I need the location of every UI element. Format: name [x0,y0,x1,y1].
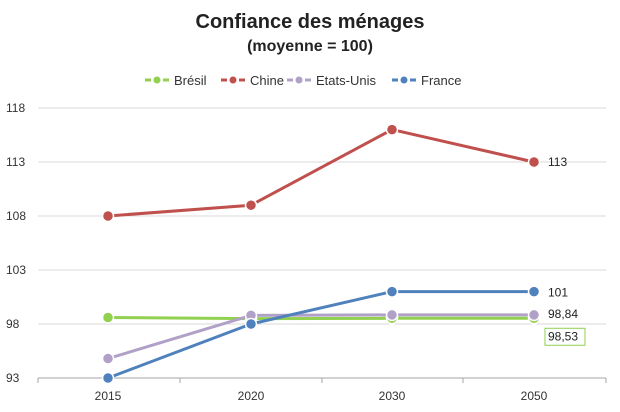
legend-marker-chine [229,76,237,84]
y-tick-label-103: 103 [6,263,26,277]
legend-marker-bresil [153,76,161,84]
x-tick-label-2050: 2050 [521,389,548,403]
legend-label-etats-unis: Etats-Unis [316,73,376,88]
point-chine-2030 [385,123,399,136]
series-line-chine [107,128,535,218]
y-tick-label-108: 108 [6,209,26,223]
y-tick-label-98: 98 [6,317,20,331]
chart-title: Confiance des ménages [195,11,425,33]
point-france-2020 [244,317,258,331]
series-line-bresil [107,316,534,321]
legend-label-bresil: Brésil [174,73,207,88]
point-france-2030 [385,285,399,298]
y-tick-label-118: 118 [6,101,25,115]
data-label-box-bresil [544,327,586,346]
data-label-france: 101 [548,286,568,300]
x-tick-label-2015: 2015 [95,389,122,403]
series-line-etats-unis [107,313,534,361]
y-tick-label-93: 93 [6,371,20,385]
point-chine-2020 [244,198,258,212]
point-france-2015 [101,371,115,385]
point-chine-2050 [527,155,541,169]
chart-subtitle: (moyenne = 100) [247,38,373,55]
point-chine-2015 [101,209,115,223]
y-tick-label-113: 113 [6,155,25,169]
data-label-chine: 113 [548,155,567,169]
legend-label-chine: Chine [250,73,284,88]
legend-marker-france [400,76,408,84]
legend-marker-etats-unis [295,76,303,84]
data-label-etats-unis: 98,84 [548,307,578,321]
data-label-bresil: 98,53 [548,329,578,343]
point-etats-unis-2015 [101,352,115,365]
series-line-france [107,290,534,380]
x-tick-label-2030: 2030 [379,389,406,403]
legend-label-france: France [421,73,461,88]
x-tick-label-2020: 2020 [238,389,265,403]
point-etats-unis-2030 [385,308,399,322]
point-bresil-2015 [101,311,115,324]
point-france-2050 [527,285,541,298]
point-etats-unis-2050 [527,308,541,322]
